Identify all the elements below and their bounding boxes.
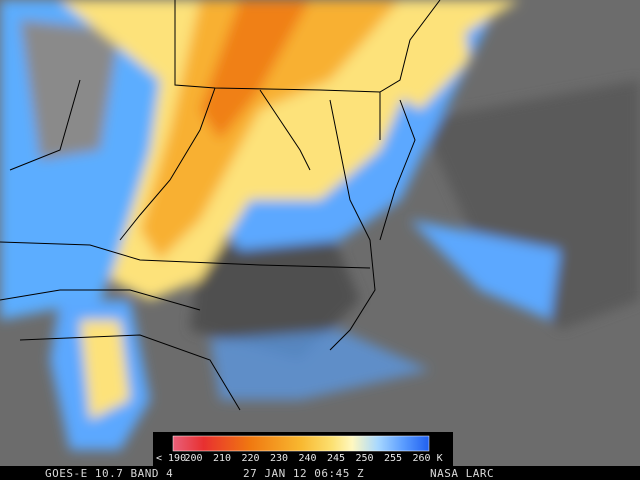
time-label: 27 JAN 12 06:45 Z (243, 467, 364, 480)
colorbar-label: 255 (384, 453, 402, 464)
colorbar-label: 250 (356, 453, 374, 464)
footer-bar (0, 466, 640, 480)
colorbar-label: < 190 (156, 453, 186, 464)
colorbar-label: 200 (185, 453, 203, 464)
source-label: NASA LARC (430, 467, 494, 480)
satellite-label: GOES-E 10.7 BAND 4 (45, 467, 173, 480)
colorbar-label: 245 (327, 453, 345, 464)
colorbar (153, 432, 453, 466)
colorbar-label: 230 (270, 453, 288, 464)
colorbar-label: 210 (213, 453, 231, 464)
colorbar-label: 240 (299, 453, 317, 464)
colorbar-label: 220 (242, 453, 260, 464)
imagery (0, 0, 640, 466)
colorbar-label: 260 K (413, 453, 443, 464)
